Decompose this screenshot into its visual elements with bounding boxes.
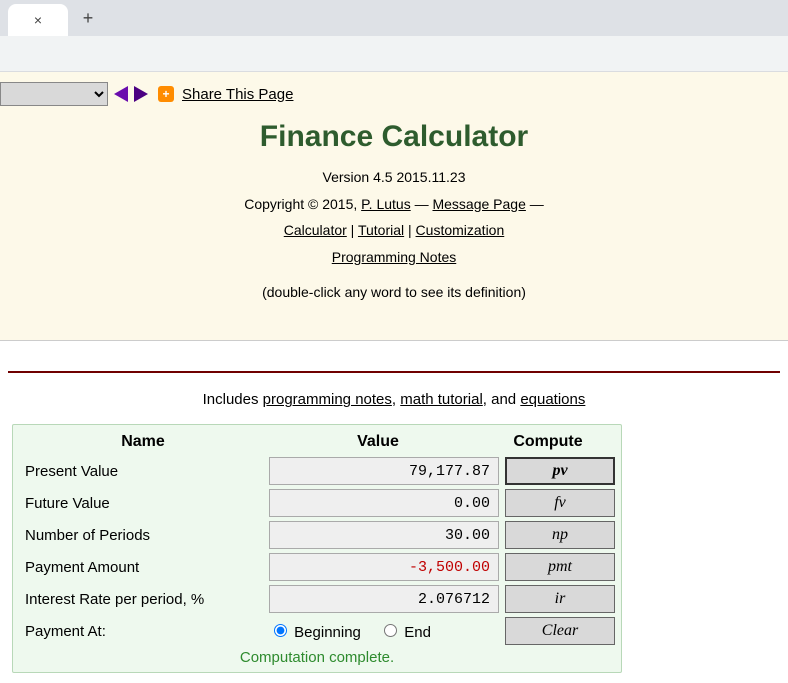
copyright-prefix: Copyright © 2015, (244, 196, 361, 212)
input-pv[interactable] (269, 457, 499, 485)
nav-tutorial-link[interactable]: Tutorial (358, 222, 404, 238)
calculator-panel: Name Value Compute Present ValuepvFuture… (12, 424, 622, 673)
browser-tab[interactable]: × (8, 4, 68, 36)
page-title: Finance Calculator (0, 120, 788, 154)
meta-block: Version 4.5 2015.11.23 Copyright © 2015,… (0, 164, 788, 270)
prev-icon[interactable] (114, 86, 128, 102)
compute-pmt-button[interactable]: pmt (505, 553, 615, 581)
browser-toolbar (0, 36, 788, 72)
hint-text: (double-click any word to see its defini… (0, 284, 788, 300)
label-ir: Interest Rate per period, % (23, 591, 263, 608)
new-tab-button[interactable]: + (74, 4, 102, 32)
label-pmt: Payment Amount (23, 559, 263, 576)
label-pv: Present Value (23, 463, 263, 480)
label-np: Number of Periods (23, 527, 263, 544)
nav-calculator-link[interactable]: Calculator (284, 222, 347, 238)
nav-customization-link[interactable]: Customization (416, 222, 505, 238)
share-icon[interactable]: + (158, 86, 174, 102)
clear-button[interactable]: Clear (505, 617, 615, 645)
calc-row-ir: Interest Rate per period, %ir (23, 585, 611, 613)
message-page-link[interactable]: Message Page (432, 196, 525, 212)
nav-select[interactable] (0, 82, 108, 106)
compute-pv-button[interactable]: pv (505, 457, 615, 485)
includes-line: Includes programming notes, math tutoria… (8, 391, 780, 408)
label-fv: Future Value (23, 495, 263, 512)
compute-ir-button[interactable]: ir (505, 585, 615, 613)
share-link[interactable]: Share This Page (182, 86, 293, 103)
radio-end[interactable] (384, 624, 397, 637)
calc-row-pmt: Payment Amountpmt (23, 553, 611, 581)
calc-row-np: Number of Periodsnp (23, 521, 611, 549)
divider (8, 371, 780, 373)
payment-at-end[interactable]: End (379, 624, 431, 641)
equations-link[interactable]: equations (520, 391, 585, 408)
math-tutorial-link[interactable]: math tutorial (400, 391, 483, 408)
payment-at-beginning[interactable]: Beginning (269, 624, 361, 641)
compute-np-button[interactable]: np (505, 521, 615, 549)
col-name: Name (23, 433, 263, 451)
calc-row-fv: Future Valuefv (23, 489, 611, 517)
author-link[interactable]: P. Lutus (361, 196, 411, 212)
content-wrap: Includes programming notes, math tutoria… (0, 340, 788, 683)
input-pmt[interactable] (269, 553, 499, 581)
payment-at-label: Payment At: (23, 623, 263, 640)
nav-programming-notes-link[interactable]: Programming Notes (332, 249, 457, 265)
calc-row-pv: Present Valuepv (23, 457, 611, 485)
close-icon[interactable]: × (34, 12, 42, 28)
page-body: + Share This Page Finance Calculator Ver… (0, 72, 788, 340)
col-compute: Compute (493, 433, 603, 451)
compute-fv-button[interactable]: fv (505, 489, 615, 517)
prog-notes-link[interactable]: programming notes (263, 391, 392, 408)
version-text: Version 4.5 2015.11.23 (323, 169, 466, 185)
radio-beginning[interactable] (274, 624, 287, 637)
input-fv[interactable] (269, 489, 499, 517)
next-icon[interactable] (134, 86, 148, 102)
browser-tab-strip: × + (0, 0, 788, 36)
input-np[interactable] (269, 521, 499, 549)
status-text: Computation complete. (23, 649, 611, 666)
input-ir[interactable] (269, 585, 499, 613)
col-value: Value (263, 433, 493, 451)
